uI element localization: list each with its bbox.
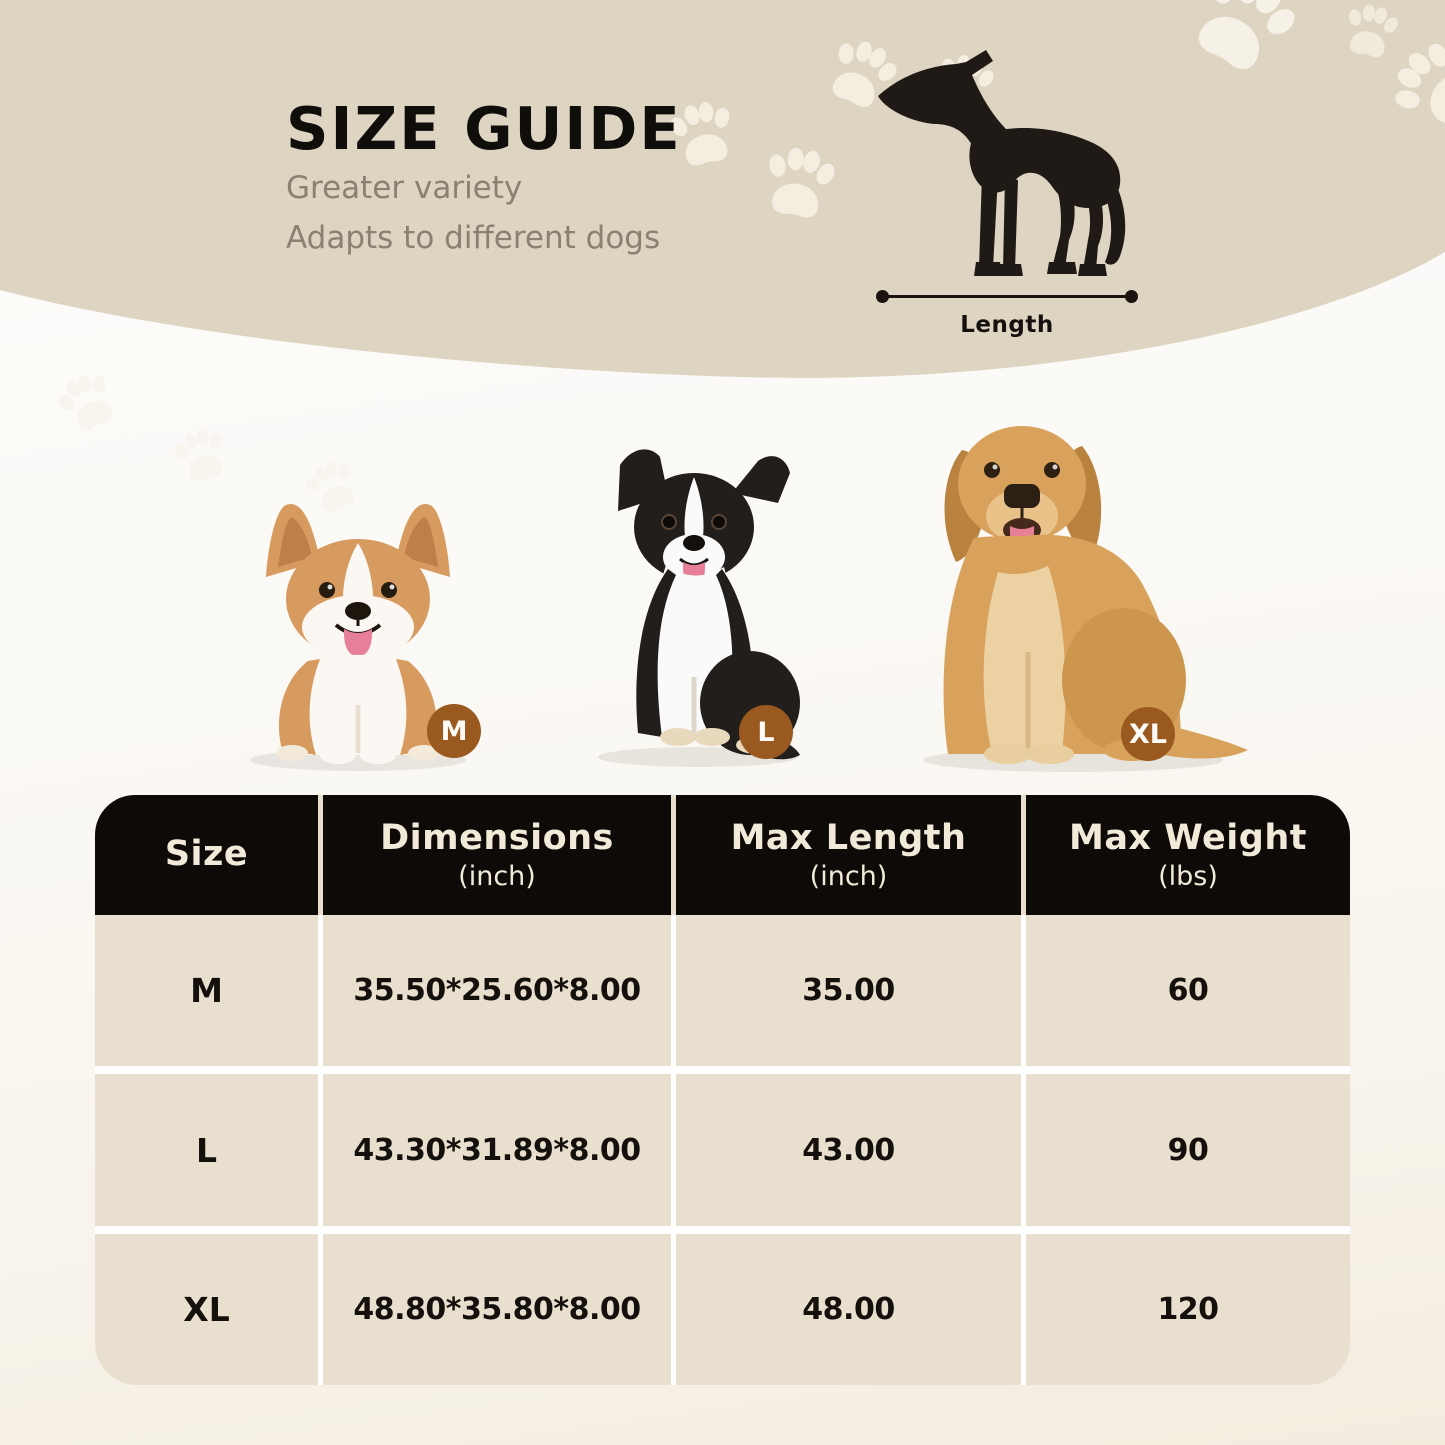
cell-dimensions-m: 35.50*25.60*8.00 [323, 915, 671, 1066]
length-arrow [876, 290, 1138, 303]
size-badge-l: L [739, 705, 793, 759]
size-table-header: Size Dimensions (inch) Max Length (inch)… [95, 795, 1350, 915]
length-label: Length [960, 312, 1054, 338]
column-header-dimensions: Dimensions (inch) [323, 795, 671, 915]
column-header-max-weight: Max Weight (lbs) [1026, 795, 1350, 915]
dog-silhouette-icon [878, 50, 1126, 276]
size-table-body: M 35.50*25.60*8.00 35.00 60 L 43.30*31.8… [95, 915, 1350, 1385]
cell-max-length-m: 35.00 [676, 915, 1021, 1066]
cell-size-xl: XL [95, 1234, 318, 1385]
cell-max-length-xl: 48.00 [676, 1234, 1021, 1385]
column-title: Max Weight [1068, 818, 1307, 858]
length-measure: Length [876, 290, 1138, 338]
column-title: Max Length [730, 818, 967, 858]
subtitle-line-2: Adapts to different dogs [286, 220, 661, 256]
column-title: Dimensions [380, 818, 614, 858]
column-unit: (lbs) [1158, 861, 1218, 892]
border-collie-image [598, 449, 800, 767]
cell-max-weight-xl: 120 [1026, 1234, 1350, 1385]
size-table: Size Dimensions (inch) Max Length (inch)… [95, 795, 1350, 1385]
cell-max-weight-l: 90 [1026, 1074, 1350, 1226]
size-badge-m: M [427, 704, 481, 758]
size-badge-m-label: M [440, 715, 468, 747]
size-badge-xl-label: XL [1128, 718, 1168, 750]
column-unit: (inch) [809, 861, 888, 892]
header-background [0, 0, 1445, 378]
corgi-image [250, 503, 466, 771]
size-badge-l-label: L [757, 716, 775, 748]
size-badge-xl: XL [1121, 707, 1175, 761]
cell-dimensions-l: 43.30*31.89*8.00 [323, 1074, 671, 1226]
golden-retriever-image [923, 426, 1248, 772]
column-title: Size [164, 833, 249, 874]
cell-size-l: L [95, 1074, 318, 1226]
cell-size-m: M [95, 915, 318, 1066]
cell-max-weight-m: 60 [1026, 915, 1350, 1066]
cell-dimensions-xl: 48.80*35.80*8.00 [323, 1234, 671, 1385]
measure-dot-right [1125, 290, 1138, 303]
page-title: SIZE GUIDE [286, 94, 682, 163]
column-unit: (inch) [458, 861, 536, 892]
column-header-max-length: Max Length (inch) [676, 795, 1021, 915]
header-text-block: SIZE GUIDE Greater variety Adapts to dif… [286, 94, 682, 263]
cell-max-length-l: 43.00 [676, 1074, 1021, 1226]
column-header-size: Size [95, 795, 318, 915]
measure-line [881, 295, 1133, 298]
subtitle-line-1: Greater variety [286, 170, 523, 206]
